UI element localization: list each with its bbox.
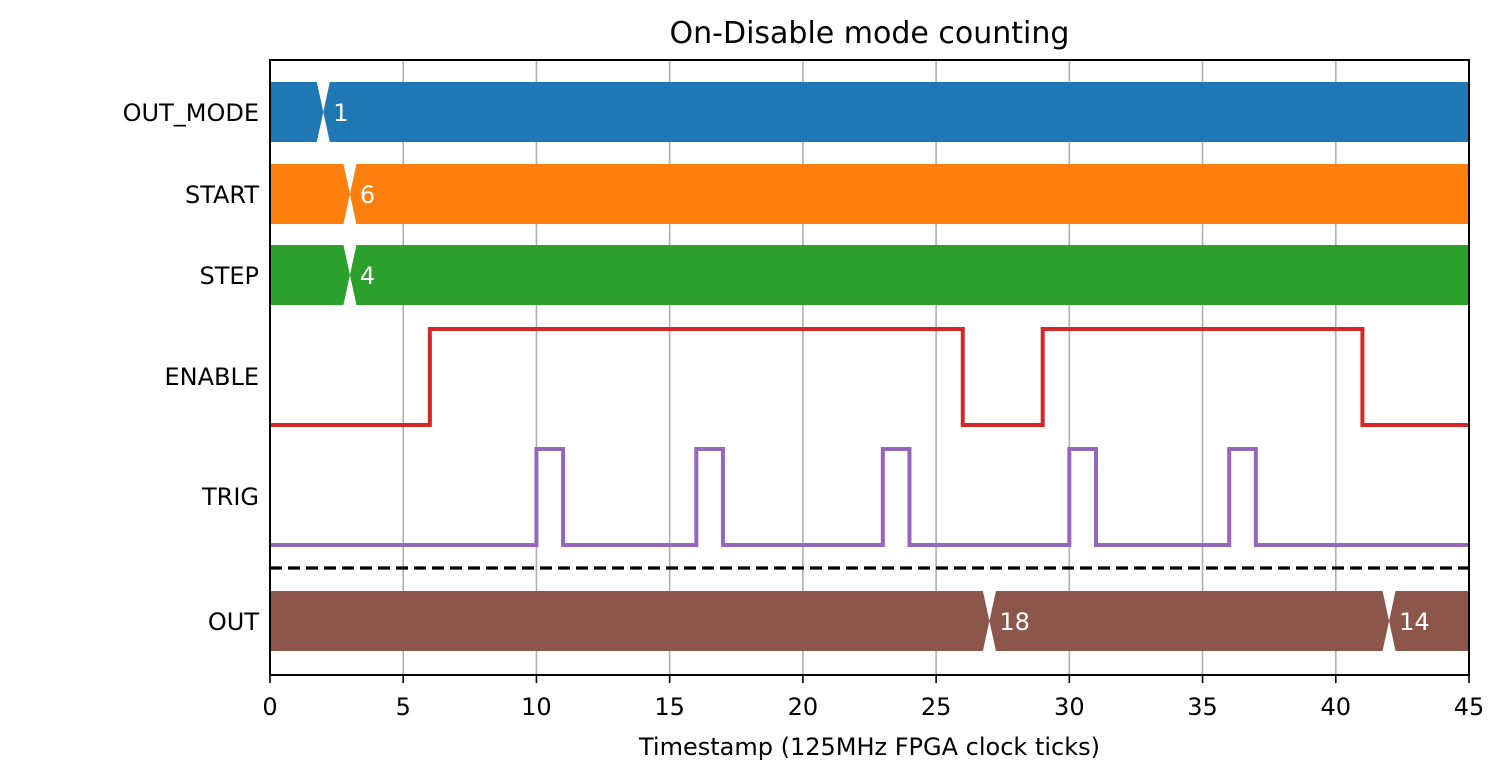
- trace-enable: [270, 327, 1469, 427]
- bus-segment-start: [349, 164, 1469, 224]
- x-tick-label: 45: [1454, 693, 1485, 721]
- trace-trig: [270, 447, 1469, 547]
- x-tick-label: 40: [1321, 693, 1352, 721]
- signal-start: 6: [270, 164, 1469, 224]
- bus-value-label: 1: [333, 99, 348, 127]
- bus-value-label: 14: [1399, 608, 1430, 636]
- bus-segment-out: [1389, 591, 1469, 651]
- x-tick-label: 25: [921, 693, 952, 721]
- signal-label-out: OUT: [208, 608, 259, 636]
- x-tick-label: 0: [262, 693, 277, 721]
- grid-lines: [402, 60, 1337, 675]
- signal-out-mode: 1: [270, 82, 1470, 142]
- chart-title: On-Disable mode counting: [670, 16, 1070, 51]
- signal-trig: [270, 447, 1469, 547]
- x-axis-label: Timestamp (125MHz FPGA clock ticks): [638, 733, 1100, 761]
- signal-labels: OUT_MODE START STEP ENABLE TRIG OUT: [123, 99, 260, 636]
- x-tick-label: 15: [654, 693, 685, 721]
- bus-segment-step: [349, 245, 1469, 305]
- signal-label-out-mode: OUT_MODE: [123, 99, 259, 127]
- bus-value-label: 18: [999, 608, 1030, 636]
- signal-label-enable: ENABLE: [164, 363, 259, 391]
- x-axis-ticks: 0 5 10 15 20 25 30 35 40 45: [262, 675, 1484, 721]
- bus-value-label: 6: [360, 181, 375, 209]
- signal-out: 18 14: [270, 591, 1469, 651]
- signal-enable: [270, 327, 1469, 427]
- x-tick-label: 10: [521, 693, 552, 721]
- signal-label-start: START: [185, 181, 259, 209]
- signal-label-trig: TRIG: [201, 483, 259, 511]
- x-tick-label: 35: [1187, 693, 1218, 721]
- x-tick-label: 20: [788, 693, 819, 721]
- bus-segment-out-mode: [323, 82, 1470, 142]
- bus-value-label: 4: [360, 262, 375, 290]
- signal-label-step: STEP: [199, 262, 259, 290]
- bus-segment-out-mode: [270, 82, 324, 142]
- bus-segment-start: [270, 164, 350, 224]
- x-tick-label: 5: [396, 693, 411, 721]
- bus-segment-out: [270, 591, 990, 651]
- bus-segment-step: [270, 245, 350, 305]
- bus-segment-out: [989, 591, 1390, 651]
- plot-frame: [269, 59, 1470, 676]
- x-tick-label: 30: [1054, 693, 1085, 721]
- signal-step: 4: [270, 245, 1469, 305]
